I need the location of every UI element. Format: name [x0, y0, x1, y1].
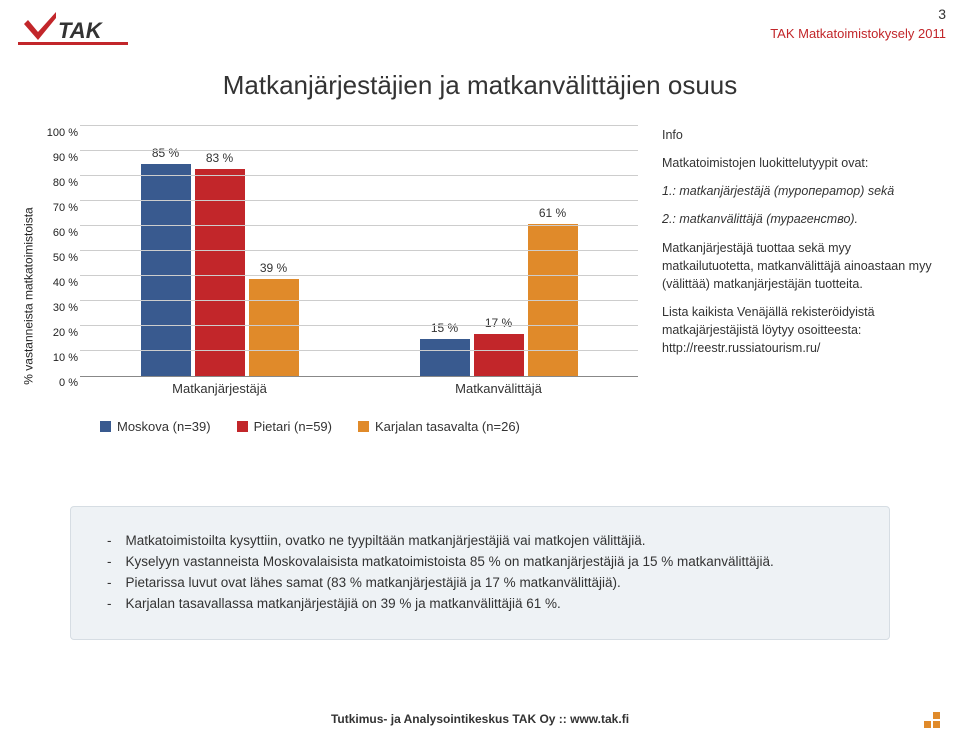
bar-groups: 85 %83 %39 %15 %17 %61 %	[80, 126, 638, 376]
bullet-text: Karjalan tasavallassa matkanjärjestäjiä …	[126, 594, 561, 615]
page-title: Matkanjärjestäjien ja matkanvälittäjien …	[0, 70, 960, 101]
x-axis-labels: MatkanjärjestäjäMatkanvälittäjä	[80, 377, 638, 401]
gridline	[80, 175, 638, 176]
chart-container: % vastanneista matkatoimistoista 85 % 83 …	[18, 126, 638, 466]
y-tick: 30 %	[38, 302, 78, 314]
info-link: http://reestr.russiatourism.ru/	[662, 341, 820, 355]
logo-text: TAK	[58, 18, 104, 43]
footer-decoration	[916, 704, 940, 728]
y-tick: 60 %	[38, 227, 78, 239]
bullet-dash: -	[107, 531, 112, 552]
legend-item: Moskova (n=39)	[100, 419, 211, 434]
info-p1: Matkatoimistojen luokittelutyypit ovat:	[662, 154, 942, 172]
tak-logo: TAK	[18, 12, 128, 60]
legend-item: Karjalan tasavalta (n=26)	[358, 419, 520, 434]
gridline	[80, 350, 638, 351]
bar-value-label: 39 %	[249, 261, 299, 275]
bullet-box: -Matkatoimistoilta kysyttiin, ovatko ne …	[70, 506, 890, 640]
bullet-text: Matkatoimistoilta kysyttiin, ovatko ne t…	[126, 531, 646, 552]
bar-value-label: 17 %	[474, 316, 524, 330]
y-tick: 10 %	[38, 352, 78, 364]
gridline	[80, 275, 638, 276]
legend-label: Karjalan tasavalta (n=26)	[375, 419, 520, 434]
legend-swatch	[100, 421, 111, 432]
main-content: % vastanneista matkatoimistoista 85 % 83 …	[18, 126, 942, 466]
legend-swatch	[237, 421, 248, 432]
y-tick: 40 %	[38, 277, 78, 289]
y-tick: 70 %	[38, 202, 78, 214]
x-axis-label: Matkanvälittäjä	[359, 377, 638, 401]
bullet-dash: -	[107, 594, 112, 615]
bullet-row: -Pietarissa luvut ovat lähes samat (83 %…	[107, 573, 859, 594]
bar: 85 %	[141, 164, 191, 377]
y-tick: 100 %	[38, 127, 78, 139]
bullet-row: -Karjalan tasavallassa matkanjärjestäjiä…	[107, 594, 859, 615]
gridline	[80, 325, 638, 326]
gridline	[80, 250, 638, 251]
legend-swatch	[358, 421, 369, 432]
legend-item: Pietari (n=59)	[237, 419, 332, 434]
y-tick: 0 %	[38, 377, 78, 389]
y-tick: 20 %	[38, 327, 78, 339]
info-p2: 1.: matkanjärjestäjä (туроператор) sekä	[662, 182, 942, 200]
bar-value-label: 83 %	[195, 151, 245, 165]
info-p3: 2.: matkanvälittäjä (турагенство).	[662, 210, 942, 228]
gridline	[80, 300, 638, 301]
y-axis-label-text: % vastanneista matkatoimistoista	[22, 207, 36, 384]
gridline	[80, 200, 638, 201]
bar-value-label: 61 %	[528, 206, 578, 220]
bullet-dash: -	[107, 573, 112, 594]
plot-area: 85 %83 %39 %15 %17 %61 % 0 %10 %20 %30 %…	[80, 126, 638, 377]
footer-text: Tutkimus- ja Analysointikeskus TAK Oy ::…	[0, 712, 960, 726]
chart-legend: Moskova (n=39) Pietari (n=59) Karjalan tas…	[100, 419, 638, 434]
legend-label: Moskova (n=39)	[117, 419, 211, 434]
header-right-text: TAK Matkatoimistokysely 2011	[770, 26, 946, 41]
x-axis-label: Matkanjärjestäjä	[80, 377, 359, 401]
y-tick: 50 %	[38, 252, 78, 264]
legend-label: Pietari (n=59)	[254, 419, 332, 434]
bullet-row: -Kyselyyn vastanneista Moskovalaisista m…	[107, 552, 859, 573]
info-p5: Lista kaikista Venäjällä rekisteröidyist…	[662, 303, 942, 357]
gridline	[80, 150, 638, 151]
gridline	[80, 225, 638, 226]
bar-value-label: 85 %	[141, 146, 191, 160]
bar-group: 15 %17 %61 %	[359, 126, 638, 376]
info-heading: Info	[662, 126, 942, 144]
bar: 39 %	[249, 279, 299, 377]
bar-group: 85 % 83 % 39 %	[80, 126, 359, 376]
bullet-row: -Matkatoimistoilta kysyttiin, ovatko ne …	[107, 531, 859, 552]
y-axis-label: % vastanneista matkatoimistoista	[18, 126, 40, 466]
y-tick: 80 %	[38, 177, 78, 189]
bar: 17 %	[474, 334, 524, 377]
plot-column: 85 %83 %39 %15 %17 %61 % 0 %10 %20 %30 %…	[40, 126, 638, 466]
bullet-text: Pietarissa luvut ovat lähes samat (83 % …	[126, 573, 621, 594]
info-p4: Matkanjärjestäjä tuottaa sekä myy matkai…	[662, 239, 942, 293]
y-tick: 90 %	[38, 152, 78, 164]
gridline	[80, 125, 638, 126]
bullet-dash: -	[107, 552, 112, 573]
info-box: Info Matkatoimistojen luokittelutyypit o…	[638, 126, 942, 466]
bar-value-label: 15 %	[420, 321, 470, 335]
page-number: 3	[938, 6, 946, 22]
bar: 15 %	[420, 339, 470, 377]
bullet-text: Kyselyyn vastanneista Moskovalaisista ma…	[126, 552, 774, 573]
